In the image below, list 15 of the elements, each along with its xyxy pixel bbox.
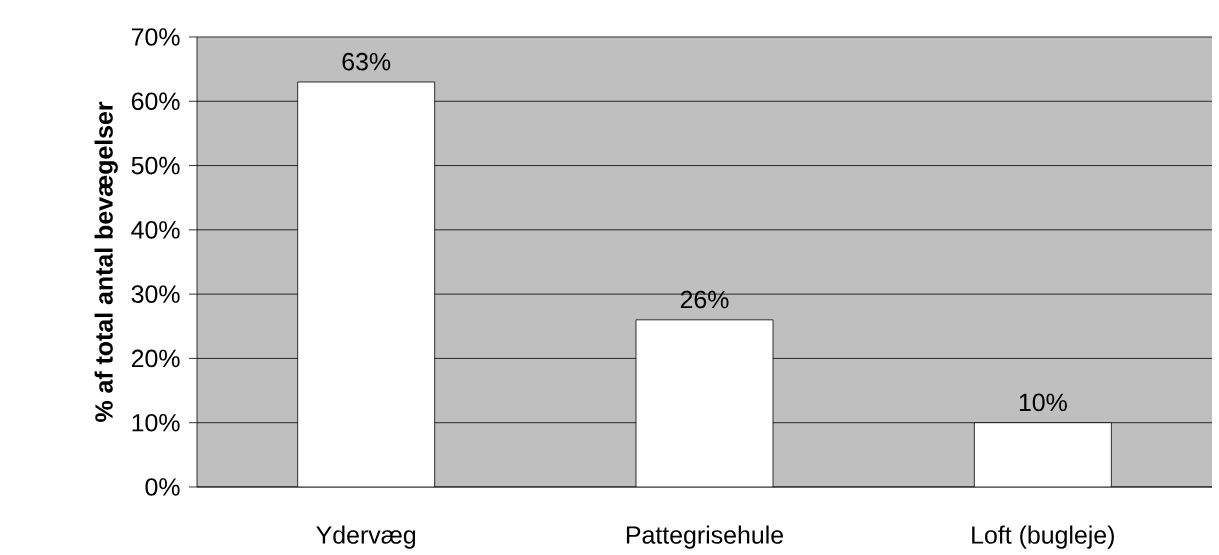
y-tick-label: 40% [131,221,180,239]
y-tick-label: 10% [132,413,180,432]
x-tick-label: Pattegrisehule [626,525,783,549]
data-label: 10% [1019,393,1067,412]
y-tick-label: 0% [145,478,180,496]
x-tick-label: Loft (bugleje) [972,525,1114,549]
y-tick-label: 30% [131,285,180,303]
y-tick-label: 60% [131,92,180,111]
y-axis-title: % af total antal bevægelser [94,101,118,422]
data-label: 63% [342,52,391,71]
data-label: 26% [680,290,729,309]
y-tick-label: 70% [131,28,180,46]
y-tick-label: 50% [131,156,180,175]
y-tick-label: 20% [131,349,180,368]
x-tick-label: Ydervæg [316,525,416,549]
